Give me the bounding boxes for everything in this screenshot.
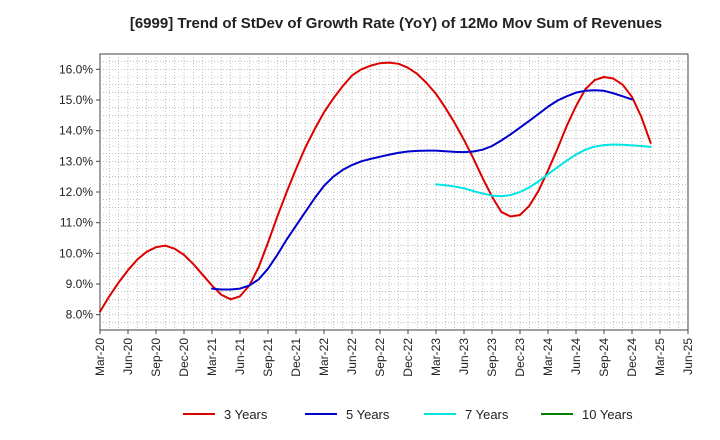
x-tick-label: Jun-24 bbox=[569, 338, 583, 375]
y-tick-label: 15.0% bbox=[59, 93, 93, 107]
series-line-5-years bbox=[211, 89, 633, 291]
x-tick-label: Dec-22 bbox=[401, 338, 415, 377]
y-tick-label: 13.0% bbox=[59, 154, 93, 168]
x-tick-label: Mar-21 bbox=[205, 338, 219, 376]
x-tick-label: Dec-23 bbox=[513, 338, 527, 377]
x-tick-label: Sep-23 bbox=[485, 338, 499, 377]
legend: 3 Years 5 Years 7 Years 10 Years bbox=[183, 407, 633, 422]
legend-label: 3 Years bbox=[224, 407, 268, 422]
legend-label: 10 Years bbox=[582, 407, 633, 422]
y-tick-label: 8.0% bbox=[66, 308, 94, 322]
x-tick-label: Sep-21 bbox=[261, 338, 275, 377]
x-tick-label: Dec-20 bbox=[177, 338, 191, 377]
x-tick-label: Dec-21 bbox=[289, 338, 303, 377]
x-tick-label: Mar-20 bbox=[93, 338, 107, 376]
series-line-7-years bbox=[435, 143, 652, 198]
x-tick-label: Sep-22 bbox=[373, 338, 387, 377]
x-tick-label: Sep-20 bbox=[149, 338, 163, 377]
x-tick-label: Dec-24 bbox=[625, 338, 639, 377]
y-tick-label: 14.0% bbox=[59, 124, 93, 138]
x-tick-label: Mar-25 bbox=[653, 338, 667, 376]
legend-label: 7 Years bbox=[465, 407, 509, 422]
x-tick-label: Mar-24 bbox=[541, 338, 555, 376]
y-tick-label: 9.0% bbox=[66, 277, 94, 291]
series-line-3-years bbox=[99, 61, 652, 313]
y-tick-label: 16.0% bbox=[59, 62, 93, 76]
plot-area: 8.0% 9.0% 10.0% 11.0% 12.0% 13.0% 14.0% 15.0% 16… bbox=[59, 53, 695, 377]
x-tick-label: Jun-22 bbox=[345, 338, 359, 375]
legend-label: 5 Years bbox=[346, 407, 390, 422]
x-tick-label: Sep-24 bbox=[597, 338, 611, 377]
y-tick-label: 12.0% bbox=[59, 185, 93, 199]
x-tick-label: Jun-20 bbox=[121, 338, 135, 375]
x-tick-label: Mar-22 bbox=[317, 338, 331, 376]
x-tick-label: Mar-23 bbox=[429, 338, 443, 376]
x-tick-label: Jun-21 bbox=[233, 338, 247, 375]
chart-title: [6999] Trend of StDev of Growth Rate (Yo… bbox=[130, 15, 662, 32]
x-tick-label: Jun-23 bbox=[457, 338, 471, 375]
x-tick-label: Jun-25 bbox=[681, 338, 695, 375]
y-tick-label: 10.0% bbox=[59, 246, 93, 260]
y-tick-label: 11.0% bbox=[60, 216, 93, 230]
